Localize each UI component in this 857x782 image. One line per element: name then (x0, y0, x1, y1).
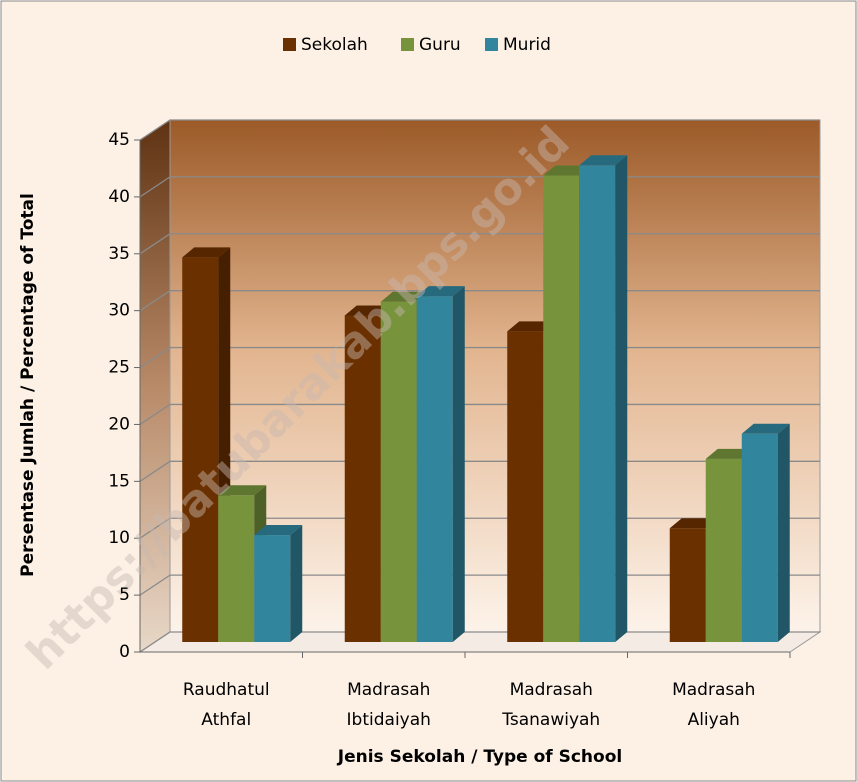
bar-front (741, 433, 778, 642)
x-tick-label: Madrasah (510, 680, 593, 700)
bar (741, 423, 790, 642)
y-axis-title: Persentase Jumlah / Percentage of Total (18, 193, 38, 577)
bar (254, 525, 303, 642)
legend-label: Murid (503, 35, 551, 55)
bar-front (416, 296, 453, 642)
legend-swatch (283, 38, 296, 51)
bar (579, 155, 628, 642)
bar-front (669, 528, 706, 642)
plot-area (134, 119, 822, 658)
bar-top (579, 155, 628, 166)
y-tick-label: 5 (119, 585, 130, 605)
grid-line (139, 119, 820, 141)
legend-label: Guru (419, 35, 461, 55)
bar-side (290, 525, 303, 642)
x-tick-label: Athfal (201, 710, 251, 730)
x-tick-label: Tsanawiyah (501, 710, 600, 730)
bar-front (254, 535, 291, 642)
bar-front (344, 315, 381, 642)
bar (416, 286, 465, 642)
bar-side (452, 286, 465, 642)
bar-front (507, 331, 544, 642)
y-tick-label: 25 (108, 358, 130, 378)
y-tick-label: 35 (108, 244, 130, 264)
y-tick-label: 45 (108, 130, 130, 150)
bar-top (218, 485, 267, 496)
bar-front (543, 175, 580, 642)
bar-front (182, 257, 219, 642)
y-tick-label: 15 (108, 471, 130, 491)
bar-side (777, 423, 790, 642)
bar-front (705, 458, 742, 642)
legend-label: Sekolah (301, 35, 368, 55)
x-axis-title: Jenis Sekolah / Type of School (337, 747, 622, 767)
bar-top (741, 423, 790, 434)
y-tick-label: 40 (108, 187, 130, 207)
bar-top (254, 525, 303, 536)
bar-top (182, 247, 231, 258)
y-tick-label: 10 (108, 528, 130, 548)
bar-top (416, 286, 465, 297)
bar-front (380, 301, 417, 642)
x-tick-label: Raudhatul (183, 680, 270, 700)
x-tick-label: Madrasah (672, 680, 755, 700)
legend-swatch (485, 38, 498, 51)
bar-front (579, 165, 616, 642)
x-tick-label: Aliyah (688, 710, 740, 730)
y-tick-label: 30 (108, 301, 130, 321)
bar-front (218, 495, 255, 642)
y-tick-label: 20 (108, 414, 130, 434)
x-tick-label: Madrasah (347, 680, 430, 700)
bar-side (615, 155, 628, 642)
x-tick-label: Ibtidaiyah (347, 710, 431, 730)
legend-swatch (401, 38, 414, 51)
y-tick-label: 0 (119, 642, 130, 662)
